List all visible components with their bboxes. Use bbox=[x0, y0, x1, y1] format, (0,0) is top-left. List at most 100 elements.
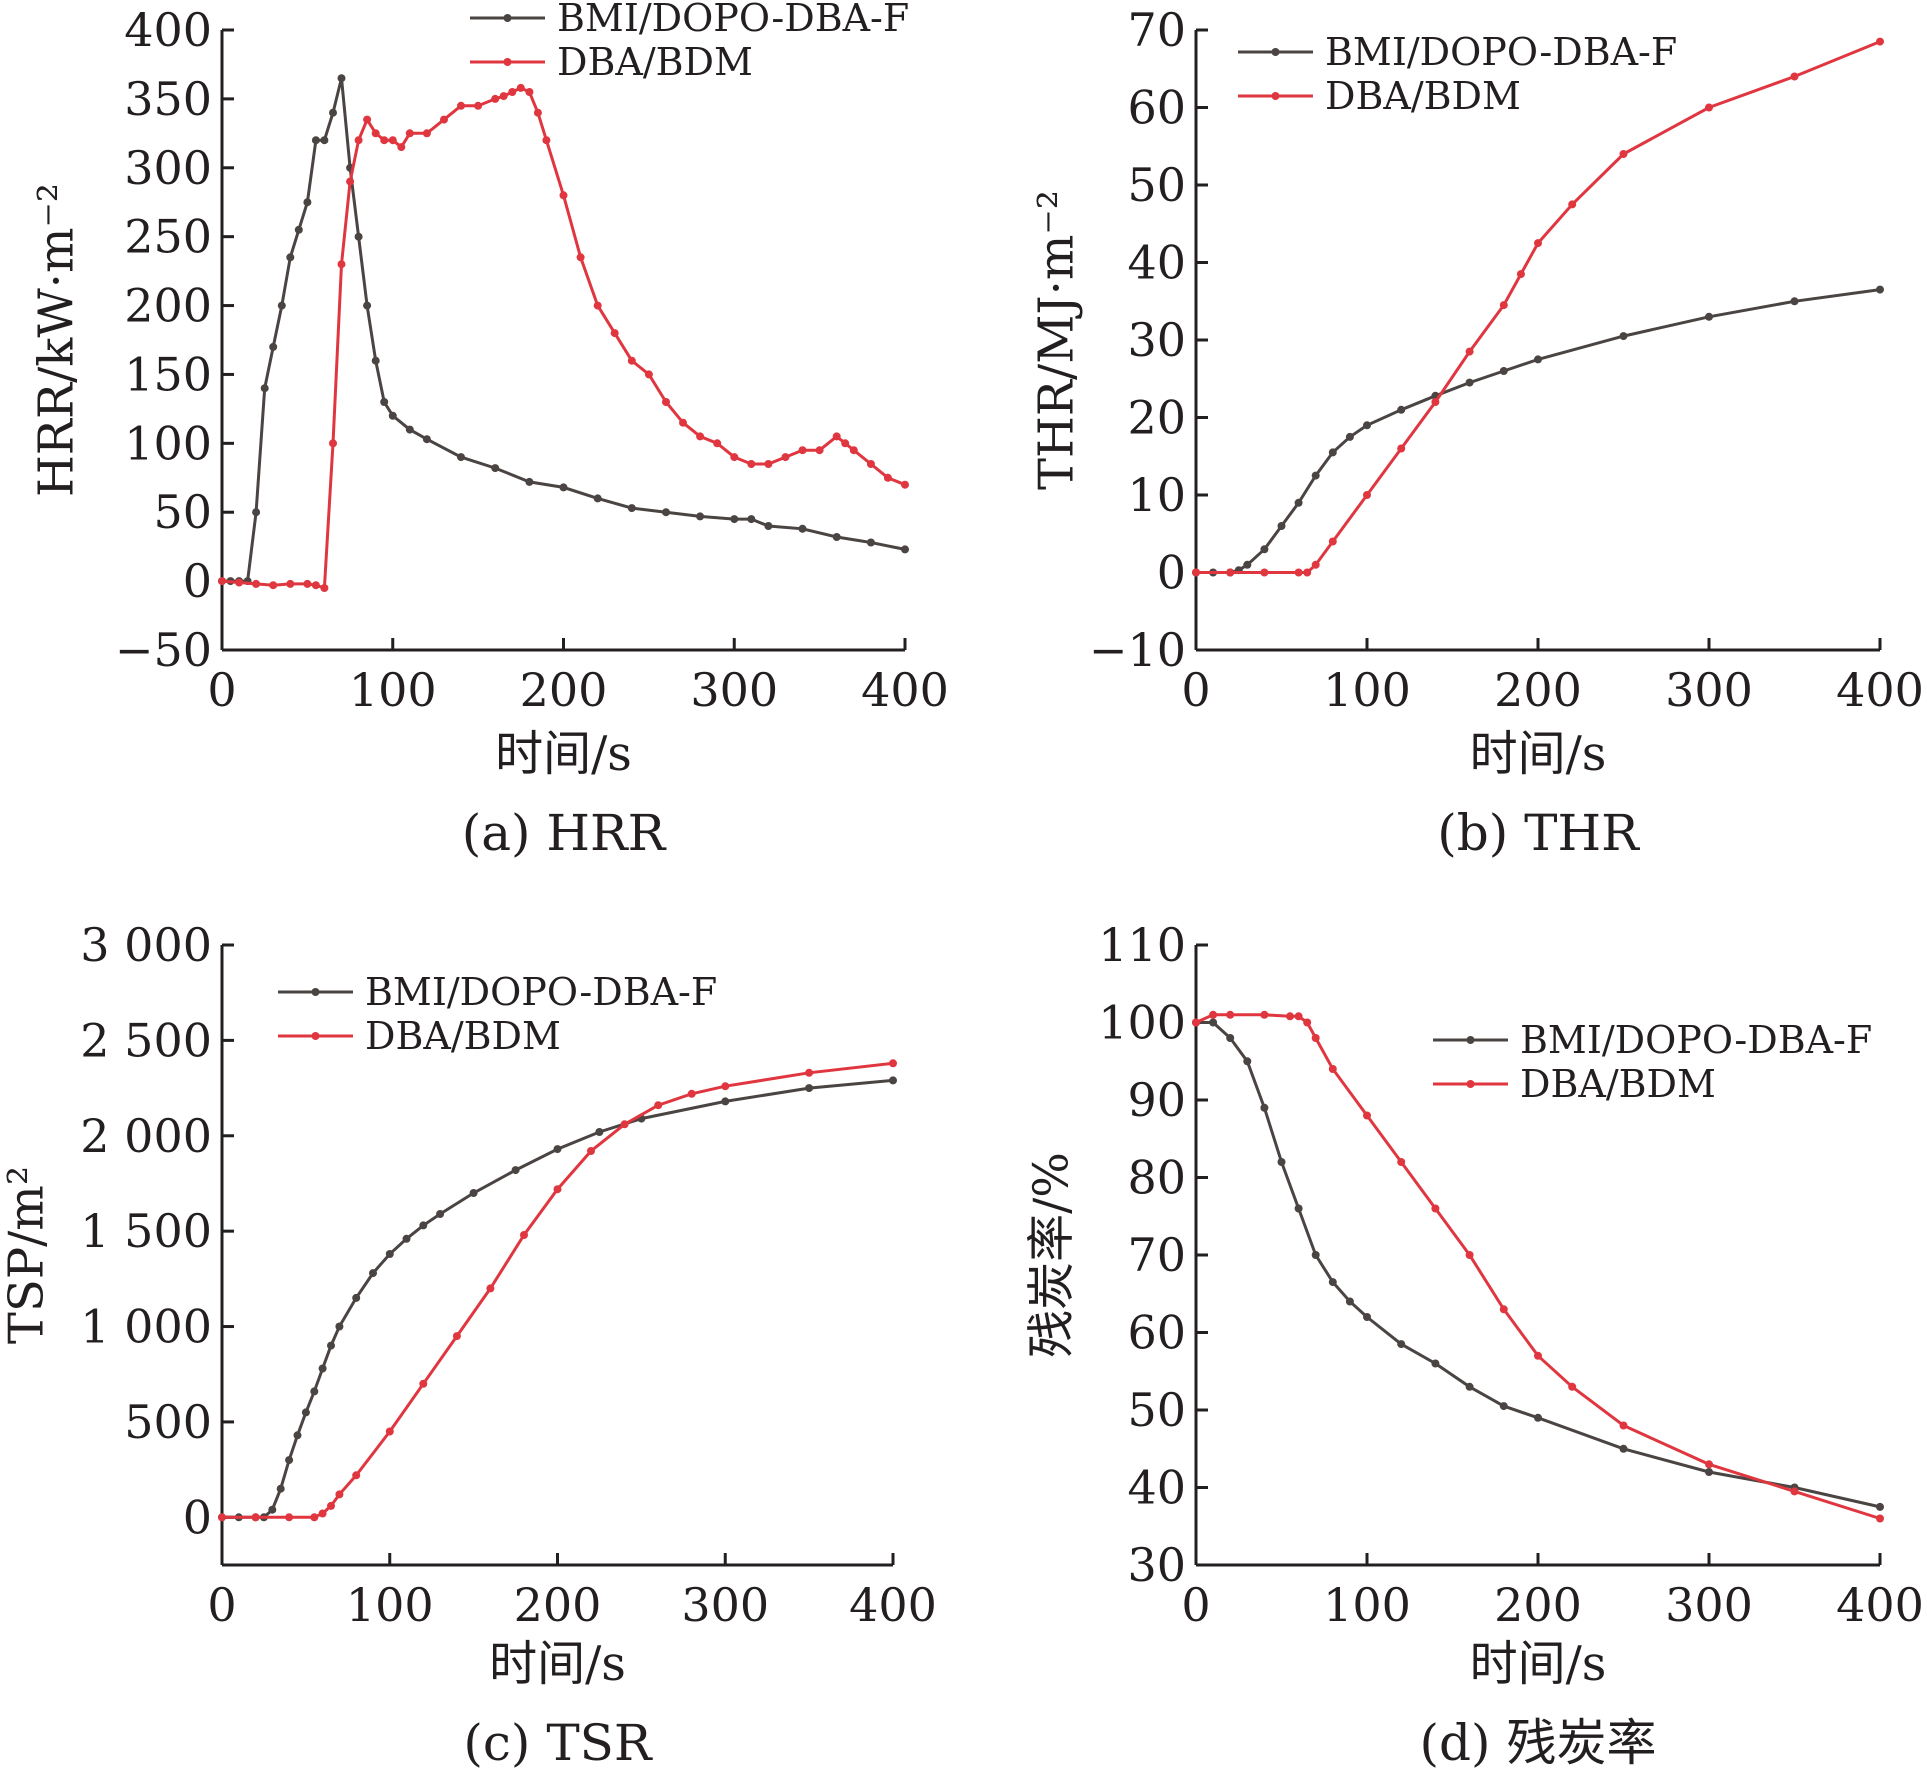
x-tick-label: 200 bbox=[1494, 1578, 1582, 1632]
legend-marker bbox=[311, 1032, 320, 1040]
data-point bbox=[644, 370, 653, 379]
data-point bbox=[218, 1513, 226, 1522]
data-point bbox=[1534, 239, 1542, 248]
data-point bbox=[285, 1456, 294, 1465]
data-point bbox=[385, 1427, 394, 1436]
y-axis-label: 残炭率/% bbox=[1024, 1152, 1080, 1358]
y-tick-label: 80 bbox=[1127, 1151, 1186, 1205]
data-point bbox=[525, 88, 534, 96]
legend-label: BMI/DOPO-DBA-F bbox=[557, 0, 909, 40]
y-tick-label: 50 bbox=[153, 485, 212, 539]
y-tick-label: 0 bbox=[183, 1490, 212, 1544]
data-point bbox=[318, 1509, 327, 1518]
data-point bbox=[491, 94, 500, 103]
data-point bbox=[388, 411, 397, 420]
y-tick-label: 2 500 bbox=[80, 1013, 212, 1067]
data-point bbox=[595, 1128, 604, 1136]
data-point bbox=[849, 446, 858, 455]
data-point bbox=[1876, 1514, 1884, 1523]
data-point bbox=[301, 1408, 310, 1417]
x-tick-label: 400 bbox=[1836, 663, 1924, 717]
data-point bbox=[1465, 1251, 1474, 1259]
data-point bbox=[337, 260, 346, 269]
data-point bbox=[815, 446, 824, 455]
y-tick-label: 350 bbox=[124, 72, 212, 126]
data-point bbox=[798, 524, 807, 533]
data-point bbox=[587, 1147, 595, 1155]
y-axis-label: HRR/kW·m⁻² bbox=[29, 183, 85, 497]
x-tick-label: 0 bbox=[207, 663, 236, 717]
data-point bbox=[1328, 537, 1337, 546]
series-line-dba-bdm bbox=[221, 86, 906, 591]
data-point bbox=[1226, 568, 1235, 577]
data-point bbox=[841, 439, 850, 448]
data-point bbox=[329, 439, 337, 448]
data-point bbox=[452, 1332, 461, 1341]
data-point bbox=[436, 1210, 445, 1218]
data-point bbox=[1328, 448, 1337, 457]
data-point bbox=[354, 232, 363, 241]
data-point bbox=[1619, 332, 1628, 341]
data-point bbox=[1294, 1204, 1303, 1213]
x-tick-label: 0 bbox=[207, 1578, 236, 1632]
data-point bbox=[901, 480, 909, 489]
y-tick-label: 1 500 bbox=[80, 1204, 212, 1258]
panel-caption: (a) HRR bbox=[462, 804, 667, 862]
panel-d-char-residue-chart: 30 40 50 60 70 80 90 100 110 0 100 200 300 400 残炭率/% 时间… bbox=[1024, 918, 1924, 1772]
x-tick-label: 400 bbox=[849, 1578, 937, 1632]
y-tick-label: 70 bbox=[1127, 1228, 1186, 1282]
data-point bbox=[662, 508, 670, 517]
data-point bbox=[764, 460, 773, 468]
data-point bbox=[285, 1513, 294, 1522]
y-tick-label: 150 bbox=[124, 347, 212, 401]
data-point bbox=[866, 460, 875, 468]
x-tick-label: 100 bbox=[349, 663, 437, 717]
y-tick-label: 10 bbox=[1127, 468, 1186, 522]
data-point bbox=[520, 1231, 528, 1239]
data-point bbox=[1260, 545, 1269, 554]
y-tick-label: −50 bbox=[115, 623, 212, 677]
data-point bbox=[371, 356, 380, 365]
data-point bbox=[1705, 1468, 1713, 1476]
data-point bbox=[1192, 1018, 1200, 1027]
data-point bbox=[901, 545, 909, 554]
data-point bbox=[662, 398, 670, 406]
data-point bbox=[747, 460, 756, 468]
data-point bbox=[798, 446, 807, 455]
data-point bbox=[1345, 1297, 1354, 1306]
data-point bbox=[1568, 200, 1577, 209]
series-line-bmi-dopo-dba-f bbox=[222, 77, 906, 583]
data-point bbox=[1499, 301, 1508, 310]
data-point bbox=[1311, 1251, 1320, 1259]
data-point bbox=[1619, 1421, 1628, 1430]
data-point bbox=[1277, 522, 1286, 530]
legend-marker bbox=[1466, 1080, 1475, 1088]
y-tick-label: 200 bbox=[124, 279, 212, 333]
data-point bbox=[320, 136, 329, 145]
y-tick-label: 20 bbox=[1127, 391, 1186, 445]
y-axis-label: TSP/m² bbox=[0, 1166, 55, 1344]
data-point bbox=[542, 136, 551, 145]
y-tick-label: 50 bbox=[1127, 1383, 1186, 1437]
data-point bbox=[277, 301, 286, 310]
legend-label: DBA/BDM bbox=[1325, 74, 1521, 118]
y-tick-label: 400 bbox=[124, 3, 212, 57]
legend-marker bbox=[1271, 92, 1280, 100]
data-point bbox=[335, 1322, 344, 1331]
data-point bbox=[1619, 150, 1628, 158]
data-point bbox=[1465, 347, 1474, 356]
legend-marker bbox=[503, 58, 512, 66]
x-tick-label: 300 bbox=[681, 1578, 769, 1632]
data-point bbox=[1397, 1158, 1406, 1166]
data-point bbox=[1363, 491, 1371, 499]
y-tick-label: 40 bbox=[1127, 236, 1186, 290]
data-point bbox=[457, 101, 465, 110]
data-point bbox=[1876, 285, 1884, 294]
data-point bbox=[1499, 1402, 1508, 1411]
data-point bbox=[1209, 1018, 1218, 1027]
data-point bbox=[1465, 378, 1474, 387]
y-axis-label: THR/MJ·m⁻² bbox=[1029, 190, 1085, 490]
series-line-dba-bdm bbox=[1195, 1013, 1881, 1520]
data-point bbox=[486, 1284, 495, 1293]
x-tick-label: 100 bbox=[346, 1578, 434, 1632]
